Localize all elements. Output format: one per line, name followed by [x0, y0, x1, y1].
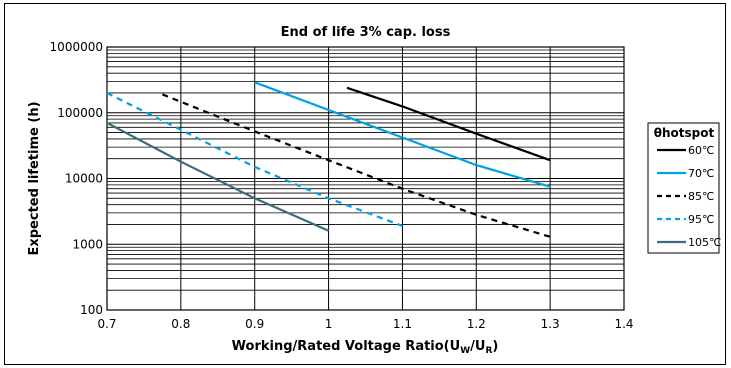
series-line-0	[346, 86, 551, 162]
x-tick-label: 1.3	[541, 317, 560, 331]
y-tick-label: 100	[80, 303, 103, 317]
chart-frame	[4, 3, 726, 365]
x-axis-label-part: )	[492, 339, 498, 354]
x-tick-label: 1	[325, 317, 333, 331]
legend-label: 70℃	[688, 167, 714, 180]
series-line-2	[161, 93, 551, 238]
y-tick-label: 10000	[65, 172, 103, 186]
y-axis-label: Expected lifetime (h)	[27, 101, 42, 255]
legend-label: 85℃	[688, 190, 714, 203]
legend-label: 60℃	[688, 144, 714, 157]
x-tick-label: 0.7	[97, 317, 116, 331]
x-axis-label-part: /U	[470, 339, 485, 354]
series-line-4	[106, 121, 330, 232]
series-line-1	[254, 81, 551, 188]
legend-label: 105℃	[688, 236, 721, 249]
legend-box	[647, 122, 720, 254]
y-tick-label: 100000	[57, 106, 103, 120]
x-tick-label: 0.9	[245, 317, 264, 331]
x-tick-label: 1.2	[467, 317, 486, 331]
legend-title: θhotspot	[654, 126, 715, 140]
series-line-3	[106, 92, 403, 227]
x-axis-label: Working/Rated Voltage Ratio(UW/UR)	[232, 339, 499, 356]
legend-label: 95℃	[688, 213, 714, 226]
y-tick-label: 1000	[72, 237, 103, 251]
plot-border	[106, 46, 625, 311]
legend: θhotspot 60℃ 70℃ 85℃ 95℃ 105℃	[647, 122, 721, 254]
x-tick-label: 1.1	[393, 317, 412, 331]
chart-title: End of life 3% cap. loss	[281, 25, 451, 40]
x-axis-label-subscript: W	[460, 346, 470, 356]
x-axis-label-part: Working/Rated Voltage Ratio(U	[232, 339, 461, 354]
x-tick-label: 1.4	[614, 317, 633, 331]
x-axis-label-subscript: R	[485, 346, 492, 356]
x-tick-label: 0.8	[171, 317, 190, 331]
y-tick-label: 1000000	[50, 40, 103, 54]
